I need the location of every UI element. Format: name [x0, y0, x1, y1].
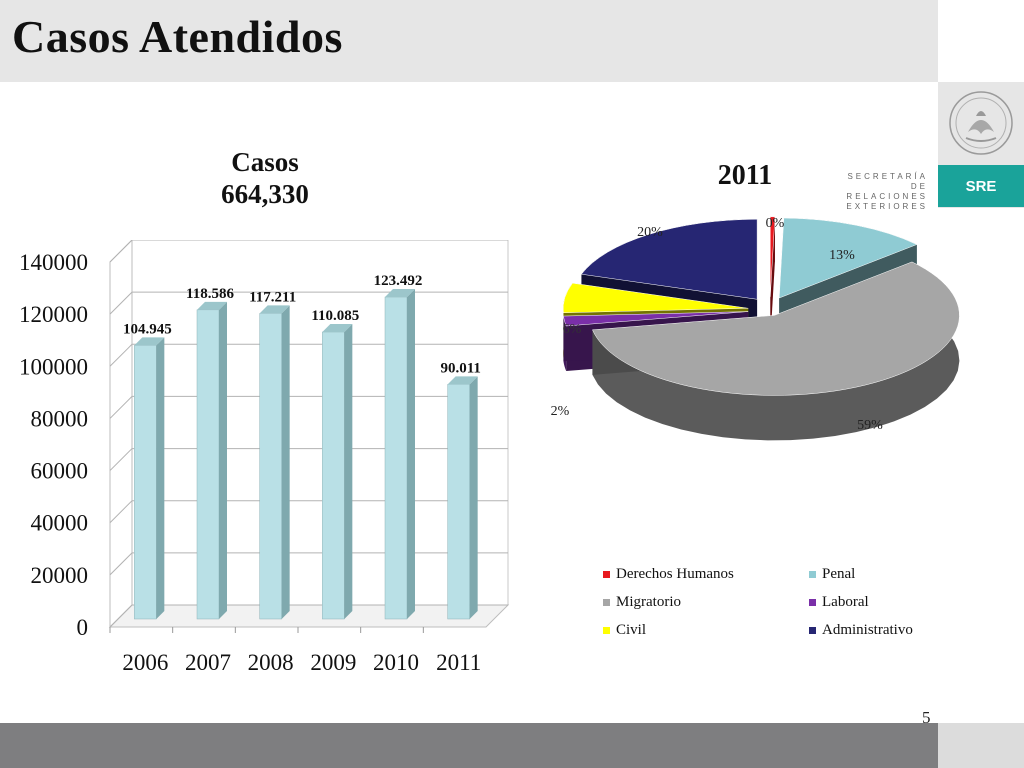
- bar-chart-title-line-2: 664,330: [221, 179, 309, 209]
- legend-label: Migratorio: [616, 594, 681, 610]
- y-tick-label: 60000: [31, 459, 89, 484]
- legend-item: Derechos Humanos: [603, 566, 734, 583]
- sre-logo: SRE: [938, 165, 1024, 207]
- bar-data-label: 123.492: [374, 273, 423, 289]
- y-tick-label: 20000: [31, 563, 89, 588]
- legend-swatch: [809, 627, 816, 634]
- legend-item: Civil: [603, 622, 646, 639]
- pie-slice: [562, 282, 749, 314]
- mexican-eagle-seal-icon: [949, 91, 1013, 155]
- pie-chart-title: 2011: [717, 160, 773, 191]
- page-title: Casos Atendidos: [12, 11, 343, 62]
- secretaria-line-3: EXTERIORES: [846, 202, 928, 211]
- legend-label: Laboral: [822, 594, 869, 610]
- pie-slice: [778, 217, 918, 299]
- y-tick-label: 80000: [31, 406, 89, 431]
- x-tick-label: 2007: [185, 650, 231, 675]
- y-tick-label: 100000: [19, 354, 88, 379]
- x-tick-label: 2009: [310, 650, 356, 675]
- bar: [134, 337, 165, 620]
- y-tick-label: 0: [77, 615, 89, 640]
- legend-swatch: [603, 627, 610, 634]
- y-tick-label: 140000: [19, 250, 88, 275]
- bar-data-label: 110.085: [311, 308, 359, 324]
- secretaria-label: SECRETARÍA DE RELACIONES EXTERIORES: [842, 172, 928, 212]
- bar-chart: 0 20000 40000 60000 80000 100000 120000 140000 1…: [19, 240, 510, 675]
- legend-label: Civil: [616, 622, 647, 638]
- legend-item: Laboral: [809, 594, 869, 611]
- gridline: [109, 395, 508, 419]
- gridline: [109, 604, 508, 628]
- pie-data-label: 2%: [551, 404, 570, 419]
- pie-data-label: 6%: [563, 322, 582, 337]
- legend-swatch: [809, 571, 816, 578]
- y-tick-label: 120000: [19, 302, 88, 327]
- legend-item: Administrativo: [809, 622, 913, 639]
- bar: [322, 323, 353, 620]
- secretaria-line-2: DE RELACIONES: [846, 182, 928, 201]
- pie-slice: [592, 261, 960, 396]
- legend-label: Penal: [822, 566, 856, 582]
- title-band: [0, 0, 938, 82]
- bar: [384, 289, 415, 620]
- gridline: [109, 343, 508, 367]
- bar-data-label: 117.211: [249, 289, 296, 305]
- pie-data-label: 59%: [857, 418, 883, 433]
- pie-slice: [580, 219, 758, 300]
- bar-data-label: 118.586: [186, 286, 234, 302]
- gridline: [109, 240, 508, 263]
- legend-label: Administrativo: [822, 622, 913, 638]
- y-tick-label: 40000: [31, 511, 89, 536]
- pie-slice: [770, 216, 776, 297]
- bar: [196, 301, 227, 620]
- bar-chart-title-line-1: Casos: [231, 147, 299, 177]
- x-tick-label: 2010: [373, 650, 419, 675]
- pie-data-label: 13%: [829, 248, 855, 263]
- legend-swatch: [603, 599, 610, 606]
- x-tick-label: 2011: [436, 650, 481, 675]
- bar: [259, 305, 290, 620]
- gridline: [109, 552, 508, 576]
- legend-swatch: [603, 571, 610, 578]
- bar-chart-side-wall: [109, 240, 133, 629]
- legend-item: Migratorio: [603, 594, 681, 611]
- legend-item: Penal: [809, 566, 855, 583]
- pie-data-label: 20%: [637, 225, 663, 240]
- legend-label: Derechos Humanos: [616, 566, 734, 582]
- bar-data-label: 104.945: [123, 321, 172, 337]
- legend-swatch: [809, 599, 816, 606]
- page-number: 5: [922, 708, 931, 727]
- secretaria-line-1: SECRETARÍA: [847, 172, 928, 181]
- footer-bar: [0, 723, 938, 768]
- bar: [447, 376, 478, 620]
- gridline: [109, 291, 508, 315]
- x-tick-label: 2008: [248, 650, 294, 675]
- footer-corner: [938, 723, 1024, 768]
- gridline: [109, 500, 508, 524]
- gridline: [109, 448, 508, 471]
- pie-slice: [563, 311, 749, 327]
- pie-chart: 0% 13% 59% 2% 6% 20%: [551, 216, 960, 441]
- x-tick-label: 2006: [122, 650, 168, 675]
- bar-data-label: 90.011: [440, 360, 480, 376]
- pie-data-label: 0%: [766, 216, 785, 231]
- bar-chart-title: Casos 664,330: [185, 146, 345, 210]
